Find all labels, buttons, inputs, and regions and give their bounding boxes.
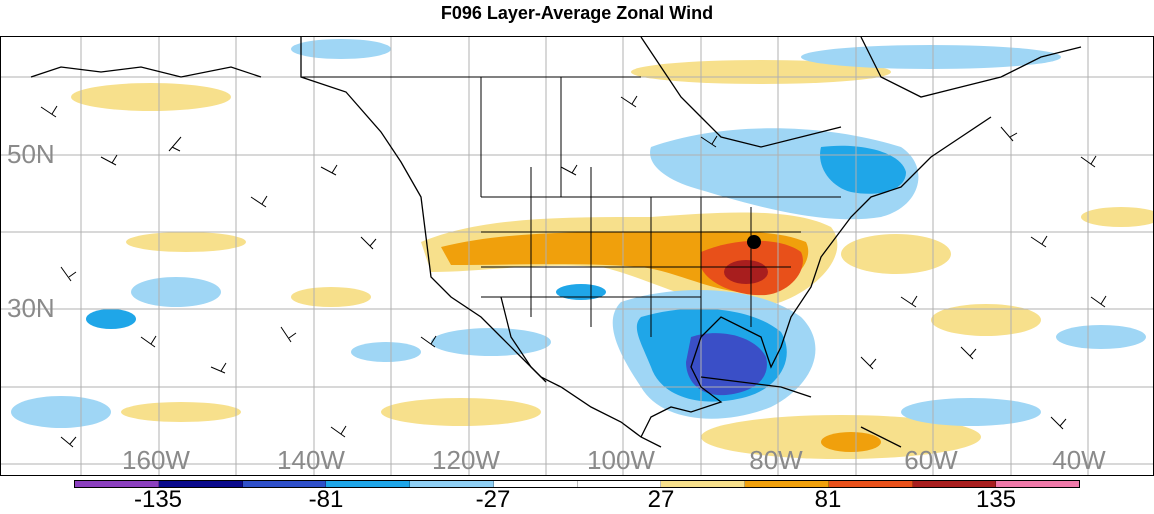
strong-negative-region — [820, 145, 906, 194]
very-strong-negative-region — [686, 333, 767, 396]
lon-label-140w: 140W — [277, 445, 345, 475]
location-marker — [747, 235, 761, 249]
colorbar-segment — [410, 481, 494, 487]
map-panel: 50N 30N 160W 140W 120W 100W 80W 60W 40W — [0, 36, 1154, 476]
lon-label-40w: 40W — [1052, 445, 1106, 475]
colorbar-segment — [242, 481, 327, 487]
lon-label-80w: 80W — [749, 445, 803, 475]
map-title: F096 Layer-Average Zonal Wind — [440, 3, 714, 23]
positive-region — [631, 60, 891, 84]
wind-map — [1, 37, 1153, 475]
graticule — [1, 37, 1153, 475]
colorbar-segment — [158, 481, 243, 487]
positive-region — [931, 304, 1041, 336]
positive-region — [126, 232, 246, 252]
negative-region — [901, 398, 1041, 426]
colorbar-segment — [661, 481, 745, 487]
negative-region — [351, 342, 421, 362]
positive-region — [821, 432, 881, 452]
lon-label-100w: 100W — [587, 445, 655, 475]
negative-region — [291, 39, 391, 59]
positive-region — [1081, 207, 1153, 227]
negative-region — [11, 396, 111, 428]
positive-region — [291, 287, 371, 307]
colorbar-segment — [912, 481, 997, 487]
negative-region — [556, 284, 606, 300]
negative-region — [131, 277, 221, 307]
colorbar-segment — [75, 481, 159, 487]
positive-region — [121, 402, 241, 422]
core-positive-region — [724, 260, 768, 284]
colorbar-label: -135 — [133, 486, 183, 513]
positive-region — [381, 398, 541, 426]
colorbar-segment — [493, 481, 578, 487]
positive-region — [841, 234, 951, 274]
colorbar-segment — [326, 481, 410, 487]
colorbar-label: 27 — [647, 486, 675, 513]
negative-region — [86, 309, 136, 329]
positive-region — [71, 83, 231, 111]
lat-label-30n: 30N — [7, 293, 55, 323]
lon-label-60w: 60W — [904, 445, 958, 475]
lat-label-50n: 50N — [7, 139, 55, 169]
colorbar-segment — [745, 481, 829, 487]
negative-region — [1056, 325, 1146, 349]
wind-barbs — [40, 95, 1107, 448]
colorbar-segment — [577, 481, 662, 487]
lon-label-120w: 120W — [432, 445, 500, 475]
colorbar-segment — [996, 481, 1079, 487]
state-borders — [301, 76, 841, 337]
negative-region — [801, 45, 1061, 69]
colorbar-label: -27 — [475, 486, 511, 513]
colorbar-label: 135 — [975, 486, 1017, 513]
colorbar — [74, 480, 1080, 488]
colorbar-label: -81 — [308, 486, 344, 513]
shading-layer — [11, 39, 1153, 459]
coastlines — [30, 37, 1082, 448]
colorbar-label: 81 — [814, 486, 842, 513]
colorbar-segment — [828, 481, 913, 487]
negative-region — [431, 328, 551, 356]
lon-label-160w: 160W — [122, 445, 190, 475]
